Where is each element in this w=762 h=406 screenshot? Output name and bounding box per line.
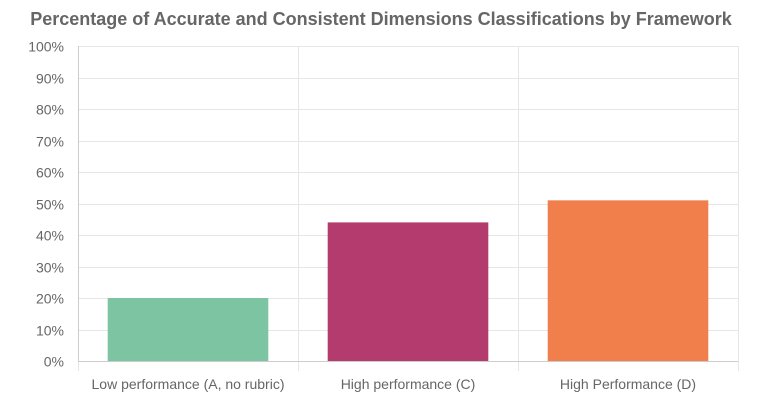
y-tick-label: 100% [28,39,64,55]
y-tick-label: 30% [36,260,64,276]
y-tick-label: 90% [36,71,64,87]
y-tick-label: 80% [36,102,64,118]
x-tick-label: High Performance (D) [560,376,696,392]
bar [327,222,489,361]
y-tick-label: 50% [36,197,64,213]
chart-title: Percentage of Accurate and Consistent Di… [30,9,732,29]
y-tick-label: 40% [36,228,64,244]
x-tick-label: Low performance (A, no rubric) [92,376,285,392]
bar [107,298,269,361]
y-tick-label: 70% [36,134,64,150]
y-tick-label: 60% [36,165,64,181]
bar [547,200,709,361]
y-tick-label: 10% [36,323,64,339]
x-tick-label: High performance (C) [341,376,476,392]
y-tick-label: 0% [44,354,64,370]
y-tick-label: 20% [36,291,64,307]
